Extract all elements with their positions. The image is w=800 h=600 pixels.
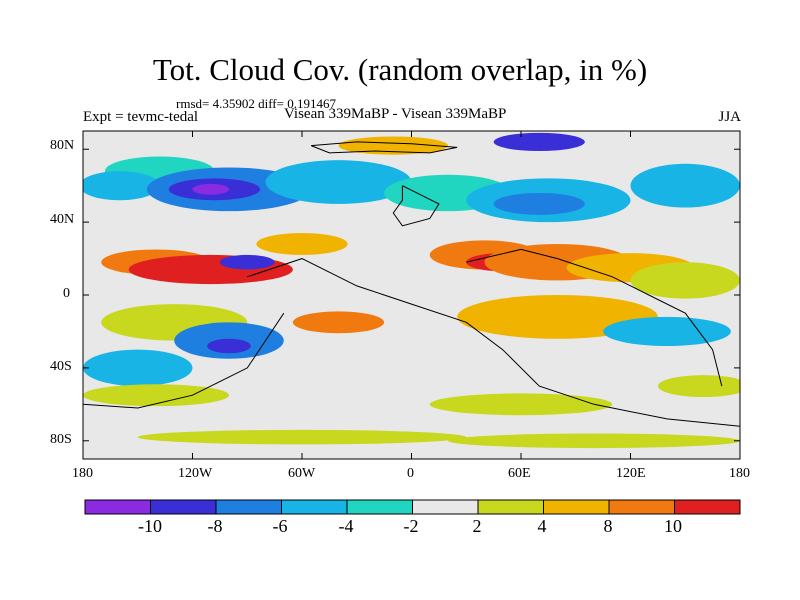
colorbar xyxy=(84,499,741,515)
coastline xyxy=(466,248,723,387)
anomaly-region xyxy=(338,136,448,155)
anomaly-region xyxy=(493,192,585,215)
lat-tick-label: 80N xyxy=(50,138,75,153)
anomaly-region xyxy=(448,433,740,449)
stats-text: rmsd= 4.35902 diff= 0.191467 xyxy=(176,96,336,111)
colorbar-label: -4 xyxy=(338,516,354,536)
cloud-cover-field xyxy=(83,131,740,459)
anomaly-region xyxy=(429,393,613,416)
anomaly-region xyxy=(192,183,229,195)
lat-tick-label: 40S xyxy=(50,359,72,374)
colorbar-label: 4 xyxy=(537,516,547,536)
lon-tick-label: 60W xyxy=(288,466,316,481)
lat-tick-label: 0 xyxy=(63,286,70,301)
coastline xyxy=(310,141,458,154)
colorbar-swatch xyxy=(412,499,479,515)
anomaly-region xyxy=(83,171,160,201)
colorbar-label: -8 xyxy=(207,516,223,536)
colorbar-label: 2 xyxy=(472,516,482,536)
colorbar-swatch xyxy=(84,499,151,515)
anomaly-region xyxy=(207,338,251,354)
anomaly-region xyxy=(630,163,740,208)
lon-tick-label: 0 xyxy=(407,466,414,481)
colorbar-label: -2 xyxy=(403,516,419,536)
colorbar-swatch xyxy=(281,499,348,515)
coastline xyxy=(392,185,440,227)
colorbar-swatch xyxy=(215,499,282,515)
colorbar-label: -6 xyxy=(272,516,288,536)
lat-tick-label: 80S xyxy=(50,432,72,447)
colorbar-swatch xyxy=(477,499,544,515)
lon-tick-label: 120W xyxy=(178,466,213,481)
anomaly-region xyxy=(219,254,275,270)
lon-tick-label: 120E xyxy=(616,466,646,481)
lat-tick-label: 40N xyxy=(50,212,75,227)
plot-axes xyxy=(82,130,741,460)
coastline xyxy=(247,258,740,427)
colorbar-swatch xyxy=(674,499,741,515)
anomaly-region xyxy=(493,132,585,152)
anomaly-region xyxy=(137,429,467,445)
anomaly-region xyxy=(657,375,740,398)
lon-tick-label: 180 xyxy=(72,466,93,481)
anomaly-region xyxy=(630,262,740,299)
colorbar-swatch xyxy=(346,499,413,515)
anomaly-region xyxy=(603,316,731,347)
anomaly-region xyxy=(83,349,193,387)
chart-title: Tot. Cloud Cov. (random overlap, in %) xyxy=(152,52,648,87)
colorbar-label: 10 xyxy=(664,516,682,536)
lon-tick-label: 60E xyxy=(508,466,531,481)
colorbar-swatch xyxy=(608,499,675,515)
colorbar-label: 8 xyxy=(603,516,613,536)
experiment-names: Visean 339MaBP - Visean 339MaBP xyxy=(284,106,507,122)
experiment-label: Expt = tevmc-tedal xyxy=(83,109,199,125)
anomaly-region xyxy=(83,384,229,407)
coastline xyxy=(83,312,285,409)
anomaly-region xyxy=(292,311,385,334)
colorbar-swatch xyxy=(150,499,217,515)
colorbar-label: -10 xyxy=(138,516,162,536)
coastlines xyxy=(83,141,740,427)
season-label: JJA xyxy=(718,109,741,125)
anomaly-region xyxy=(265,160,412,204)
anomaly-region xyxy=(256,233,348,255)
lon-tick-label: 180 xyxy=(729,466,750,481)
colorbar-swatch xyxy=(543,499,610,515)
